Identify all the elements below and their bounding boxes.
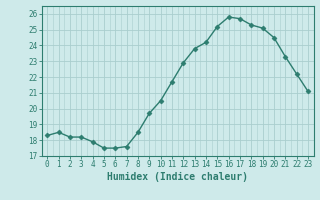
X-axis label: Humidex (Indice chaleur): Humidex (Indice chaleur) [107, 172, 248, 182]
